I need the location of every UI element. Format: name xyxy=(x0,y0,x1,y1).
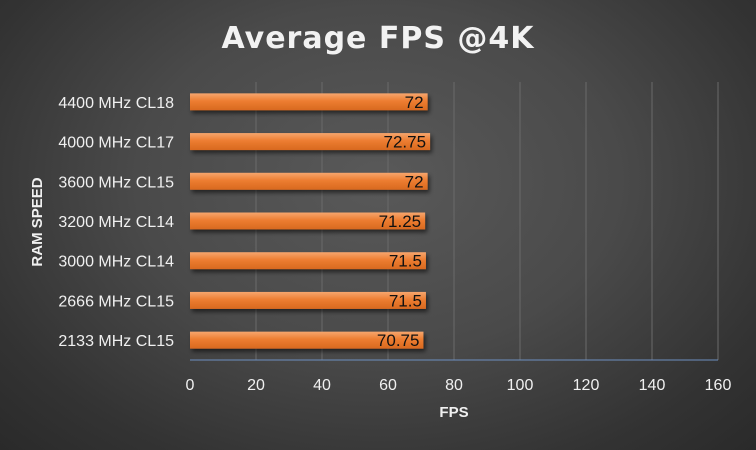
bar-data-label: 71.25 xyxy=(379,212,422,231)
chart-title: Average FPS @4K xyxy=(221,21,535,56)
x-tick-label: 80 xyxy=(445,377,463,394)
y-category-label: 3600 MHz CL15 xyxy=(58,174,174,191)
x-tick-label: 140 xyxy=(639,377,666,394)
bar xyxy=(190,93,428,111)
bar xyxy=(190,212,426,230)
x-tick-label: 40 xyxy=(313,377,331,394)
x-tick-label: 0 xyxy=(186,377,195,394)
bar-data-label: 72 xyxy=(405,93,424,112)
x-axis-title: FPS xyxy=(439,404,468,421)
x-tick-label: 20 xyxy=(247,377,265,394)
bar-data-label: 70.75 xyxy=(377,331,420,350)
x-tick-label: 160 xyxy=(705,377,732,394)
y-category-label: 3200 MHz CL14 xyxy=(58,214,174,231)
y-category-label: 2133 MHz CL15 xyxy=(58,333,174,350)
bar xyxy=(190,172,428,190)
bar xyxy=(190,331,424,349)
bar xyxy=(190,291,426,309)
bar xyxy=(190,252,426,270)
grid-lines xyxy=(190,82,719,361)
x-tick-label: 60 xyxy=(379,377,397,394)
x-tick-label: 120 xyxy=(573,377,600,394)
y-category-label: 3000 MHz CL14 xyxy=(58,254,174,271)
category-labels: 4400 MHz CL18 4000 MHz CL17 3600 MHz CL15 3… xyxy=(58,95,174,350)
y-category-label: 2666 MHz CL15 xyxy=(58,293,174,310)
x-tick-label: 100 xyxy=(507,377,534,394)
bar-data-label: 71.5 xyxy=(389,252,422,271)
bar xyxy=(190,133,431,151)
bar-data-label: 71.5 xyxy=(389,291,422,310)
y-category-label: 4400 MHz CL18 xyxy=(58,95,174,112)
y-axis-title: RAM SPEED xyxy=(29,177,46,266)
bar-data-label: 72.75 xyxy=(384,133,427,152)
y-category-label: 4000 MHz CL17 xyxy=(58,135,174,152)
bar-data-label: 72 xyxy=(405,172,424,191)
bars: 72 72.75 72 71.25 71.5 71.5 70.75 xyxy=(190,93,431,350)
x-axis-ticks: 0 20 40 60 80 100 120 140 160 xyxy=(186,377,732,394)
